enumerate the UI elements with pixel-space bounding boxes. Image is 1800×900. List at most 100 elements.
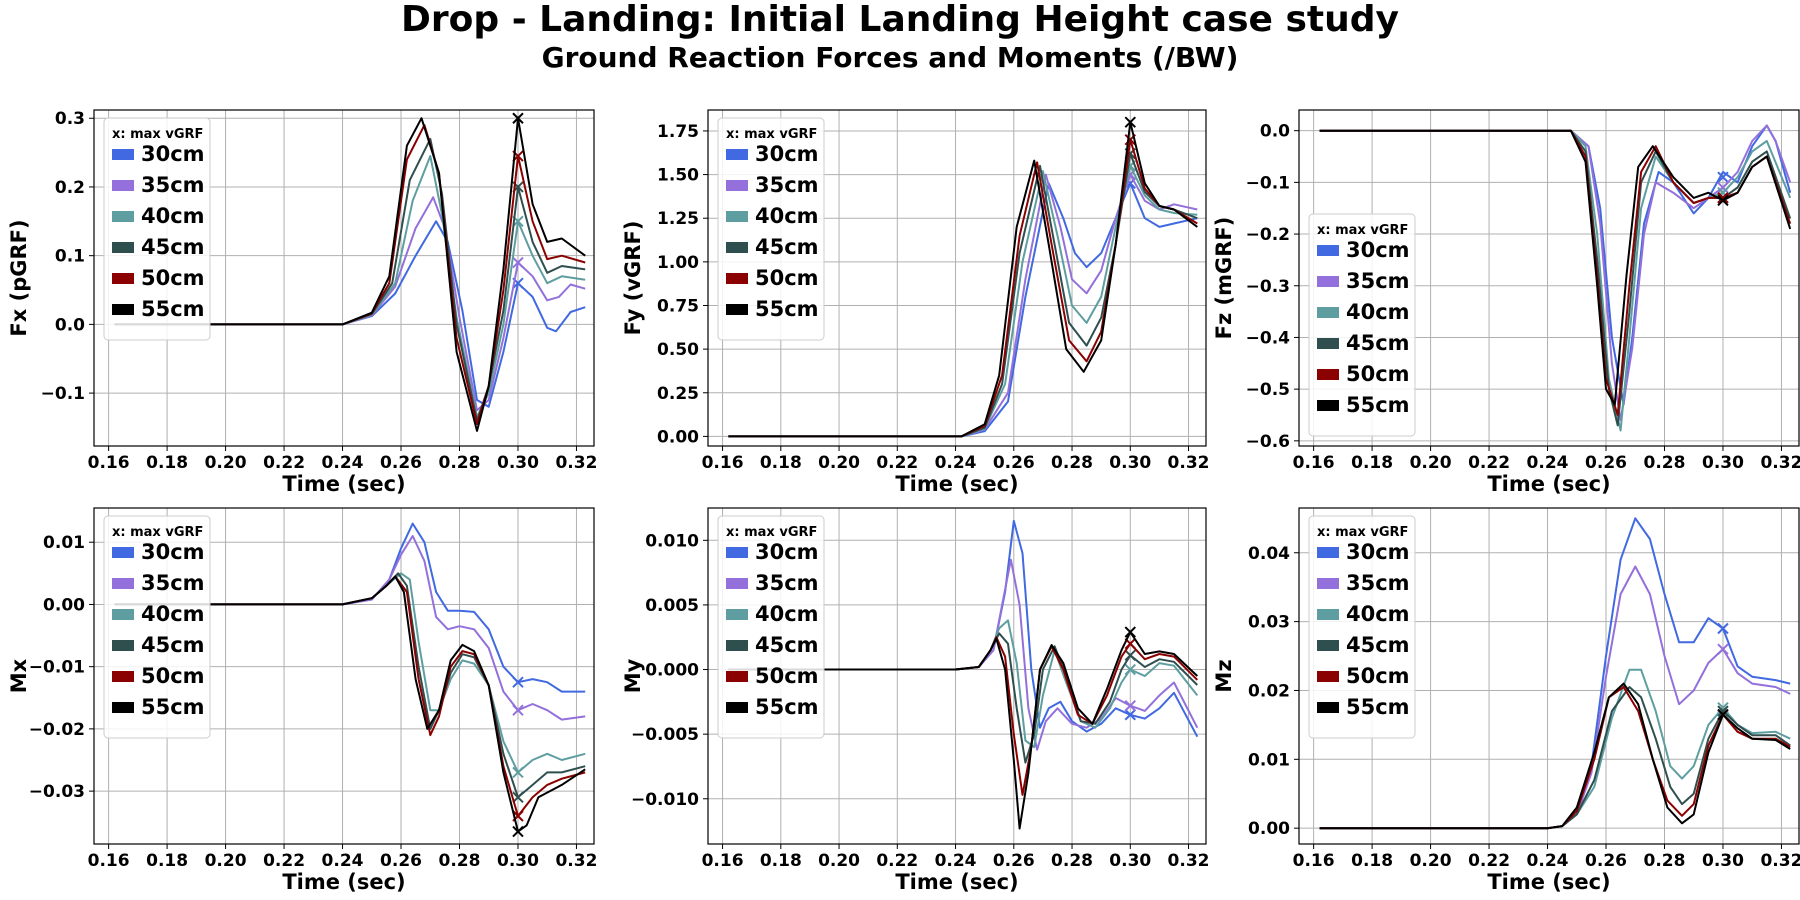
- x-tick-label: 0.30: [1109, 851, 1151, 871]
- x-axis-label: Time (sec): [895, 472, 1018, 496]
- legend-swatch-40cm: [726, 211, 748, 222]
- y-tick-label: 0.04: [1248, 544, 1290, 564]
- legend-swatch-45cm: [726, 242, 748, 253]
- legend-label-50cm: 50cm: [755, 266, 819, 290]
- max-vgrf-marker-30cm: [512, 676, 524, 688]
- figure-title: Drop - Landing: Initial Landing Height c…: [401, 0, 1399, 40]
- series-line-55cm: [1319, 682, 1791, 830]
- legend-swatch-45cm: [1317, 640, 1339, 651]
- legend-swatch-55cm: [1317, 400, 1339, 411]
- legend-label-30cm: 30cm: [141, 540, 205, 564]
- y-tick-label: −0.03: [29, 782, 85, 802]
- x-tick-label: 0.20: [205, 453, 247, 473]
- legend-swatch-45cm: [112, 640, 134, 651]
- series-group: [1319, 124, 1792, 432]
- chart-panel-1: 0.16 0.18 0.20 0.22 0.24 0.26 0.28 0.30 0.32 −0.1…: [7, 109, 597, 496]
- series-group: [1319, 517, 1791, 830]
- max-vgrf-marker-35cm: [512, 256, 524, 269]
- x-tick-label: 0.30: [497, 453, 539, 473]
- x-tick-label: 0.28: [1644, 851, 1686, 871]
- legend-label-30cm: 30cm: [755, 540, 819, 564]
- max-vgrf-marker-55cm: [1124, 626, 1136, 638]
- legend-title: x: max vGRF: [112, 127, 203, 142]
- x-tick-label: 0.22: [263, 851, 305, 871]
- legend-label-55cm: 55cm: [141, 297, 205, 321]
- x-tick-label: 0.26: [993, 453, 1035, 473]
- legend-label-40cm: 40cm: [141, 204, 205, 228]
- legend-box: [1308, 213, 1416, 437]
- legend-label-45cm: 45cm: [755, 633, 819, 657]
- x-tick-label: 0.32: [555, 453, 597, 473]
- y-tick-label: 1.75: [657, 122, 699, 142]
- legend-swatch-30cm: [112, 149, 134, 160]
- legend-label-40cm: 40cm: [755, 602, 819, 626]
- x-tick-label: 0.20: [1410, 851, 1452, 871]
- y-tick-label: 0.75: [657, 296, 699, 316]
- y-tick-label: −0.1: [1246, 173, 1290, 193]
- x-tick-label: 0.28: [439, 851, 481, 871]
- legend-label-40cm: 40cm: [755, 204, 819, 228]
- x-axis-label: Time (sec): [1487, 472, 1610, 496]
- series-group: [114, 522, 586, 838]
- y-tick-label: −0.2: [1246, 225, 1290, 245]
- x-tick-label: 0.30: [1109, 453, 1151, 473]
- legend-title: x: max vGRF: [112, 525, 203, 540]
- x-tick-label: 0.22: [876, 453, 918, 473]
- x-tick-label: 0.20: [818, 453, 860, 473]
- legend-box: [103, 117, 211, 341]
- legend-label-50cm: 50cm: [1346, 362, 1410, 386]
- legend-title: x: max vGRF: [1317, 223, 1408, 238]
- y-tick-label: −0.005: [631, 725, 699, 745]
- y-tick-label: 0.50: [657, 340, 699, 360]
- legend-swatch-40cm: [1317, 307, 1339, 318]
- legend-label-30cm: 30cm: [755, 142, 819, 166]
- max-vgrf-marker-55cm: [1124, 116, 1136, 128]
- series-line-40cm: [728, 164, 1198, 438]
- y-axis-label: Fx (pGRF): [7, 219, 31, 336]
- y-tick-label: 0.00: [43, 595, 85, 615]
- y-tick-label: −0.6: [1246, 432, 1290, 452]
- legend-label-30cm: 30cm: [1346, 540, 1410, 564]
- x-tick-label: 0.16: [88, 453, 130, 473]
- x-tick-label: 0.22: [263, 453, 305, 473]
- max-vgrf-marker-55cm: [512, 112, 524, 124]
- x-tick-label: 0.16: [1293, 851, 1335, 871]
- series-line-40cm: [114, 155, 586, 419]
- max-vgrf-marker-30cm: [1717, 171, 1729, 183]
- x-tick-label: 0.16: [702, 851, 744, 871]
- series-line-55cm: [728, 631, 1198, 830]
- legend-swatch-50cm: [1317, 369, 1339, 380]
- y-tick-label: 0.0: [1260, 122, 1290, 142]
- plot-frame: [1298, 507, 1800, 845]
- legend-swatch-40cm: [112, 211, 134, 222]
- y-axis-label: Mz: [1212, 659, 1236, 692]
- x-tick-label: 0.30: [497, 851, 539, 871]
- x-tick-label: 0.18: [146, 453, 188, 473]
- x-tick-label: 0.26: [1585, 851, 1627, 871]
- legend-swatch-30cm: [726, 547, 748, 558]
- legend-label-30cm: 30cm: [1346, 238, 1410, 262]
- max-vgrf-marker-55cm: [1717, 708, 1729, 721]
- y-axis-label: Fz (mGRF): [1212, 217, 1236, 340]
- chart-panel-3: 0.16 0.18 0.20 0.22 0.24 0.26 0.28 0.30 0.32 −0.6…: [1212, 109, 1800, 496]
- legend-swatch-50cm: [1317, 671, 1339, 682]
- x-tick-label: 0.20: [1410, 453, 1452, 473]
- x-tick-label: 0.18: [760, 453, 802, 473]
- legend-label-35cm: 35cm: [141, 571, 205, 595]
- x-tick-label: 0.26: [380, 851, 422, 871]
- legend-label-35cm: 35cm: [141, 173, 205, 197]
- x-tick-label: 0.30: [1702, 453, 1744, 473]
- x-tick-label: 0.32: [1760, 851, 1800, 871]
- x-tick-label: 0.16: [702, 453, 744, 473]
- x-tick-label: 0.22: [1468, 851, 1510, 871]
- legend-label-35cm: 35cm: [1346, 571, 1410, 595]
- y-tick-label: −0.3: [1246, 277, 1290, 297]
- series-line-55cm: [114, 117, 586, 432]
- y-tick-label: 0.005: [645, 596, 699, 616]
- legend-label-40cm: 40cm: [141, 602, 205, 626]
- x-axis-label: Time (sec): [1487, 870, 1610, 894]
